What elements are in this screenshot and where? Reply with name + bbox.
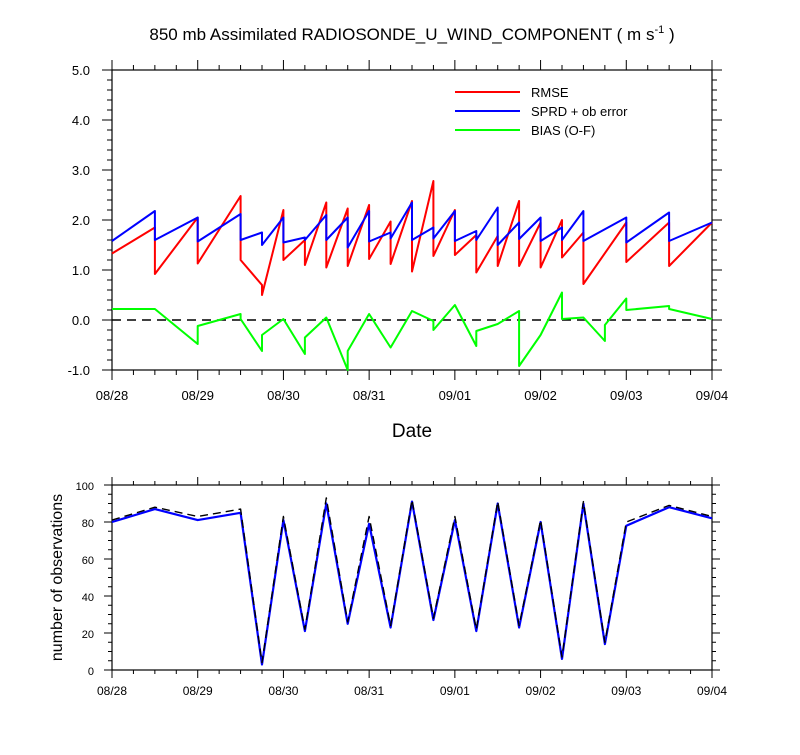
y-tick-label: -1.0: [68, 363, 90, 378]
x-tick-label: 09/03: [610, 388, 643, 403]
x-ticks: [111, 60, 713, 380]
y-tick-label: 0: [88, 666, 94, 678]
x-tick-label: 09/01: [439, 388, 472, 403]
chart-title-suffix: ): [664, 25, 674, 44]
y-tick-label: 1.0: [72, 263, 90, 278]
y-tick-label: 80: [82, 518, 94, 530]
series-line-sprd-ob-error: [111, 201, 713, 249]
legend-label-rmse: RMSE: [531, 85, 569, 100]
x-tick-label: 08/31: [354, 684, 384, 698]
series-line-bias-o-f: [112, 291, 713, 371]
y-tick-label: 40: [82, 592, 94, 604]
top-panel: 08/28 08/29 08/30 08/31 09/01 09/02 09/03 09/04…: [68, 60, 729, 442]
legend-label-sprd-ob-error: SPRD + ob error: [531, 104, 628, 119]
x-tick-label: 09/02: [526, 684, 556, 698]
x-ticks: [111, 477, 713, 678]
x-axis-label: Date: [392, 421, 432, 442]
x-tick-label: 08/30: [267, 388, 300, 403]
y-tick-label: 60: [82, 555, 94, 567]
chart-title-prefix: 850 mb Assimilated RADIOSONDE_U_WIND_COM…: [149, 25, 654, 44]
legend: RMSE SPRD + ob error BIAS (O-F): [455, 85, 628, 138]
x-tick-label: 09/01: [440, 684, 470, 698]
obs-solid-line: [111, 500, 713, 666]
x-tick-label: 08/31: [353, 388, 386, 403]
y-ticks: [104, 484, 720, 671]
y-ticks: [102, 69, 722, 371]
x-tick-label: 08/30: [268, 684, 298, 698]
legend-label-bias-o-f: BIAS (O-F): [531, 123, 595, 138]
y-tick-label: 2.0: [72, 213, 90, 228]
obs-dashed-line: [111, 497, 713, 664]
x-tick-label: 09/03: [611, 684, 641, 698]
x-tick-label: 08/28: [96, 388, 129, 403]
x-tick-label: 09/04: [697, 684, 727, 698]
y-tick-label: 100: [76, 481, 94, 493]
bottom-panel: 08/28 08/29 08/30 08/31 09/01 09/02 09/03 09/04…: [49, 477, 727, 698]
x-tick-label: 08/28: [97, 684, 127, 698]
x-tick-label: 08/29: [183, 684, 213, 698]
x-tick-label: 08/29: [181, 388, 214, 403]
x-tick-label: 09/02: [524, 388, 557, 403]
chart-title-superscript: -1: [654, 24, 664, 36]
y-tick-label: 3.0: [72, 163, 90, 178]
y-tick-label: 5.0: [72, 63, 90, 78]
chart-title: 850 mb Assimilated RADIOSONDE_U_WIND_COM…: [149, 24, 674, 44]
plot-frame: [111, 484, 713, 671]
y-tick-label: 0.0: [72, 313, 90, 328]
y-tick-label: 4.0: [72, 113, 90, 128]
y-tick-label: 20: [82, 629, 94, 641]
x-tick-label: 09/04: [696, 388, 729, 403]
y-axis-label: number of observations: [49, 494, 66, 661]
